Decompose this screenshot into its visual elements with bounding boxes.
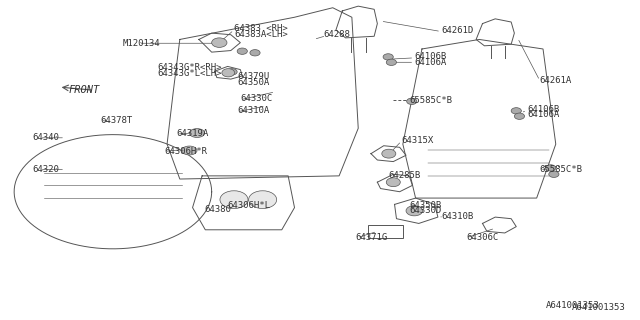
- Ellipse shape: [212, 38, 227, 47]
- Ellipse shape: [406, 206, 422, 216]
- Ellipse shape: [189, 129, 205, 138]
- Ellipse shape: [250, 50, 260, 56]
- Text: 64285B: 64285B: [389, 172, 421, 180]
- Text: 64380: 64380: [204, 205, 231, 214]
- Text: 64106A: 64106A: [527, 110, 559, 119]
- Text: 64343G*L<LH>: 64343G*L<LH>: [157, 68, 222, 77]
- Text: 64106B: 64106B: [414, 52, 447, 61]
- Text: 64306C: 64306C: [467, 233, 499, 242]
- Text: 64383A<LH>: 64383A<LH>: [234, 29, 288, 39]
- Ellipse shape: [220, 191, 248, 209]
- Text: 64320: 64320: [32, 165, 59, 174]
- Text: 64288: 64288: [323, 30, 350, 39]
- Text: 64343G*R<RH>: 64343G*R<RH>: [157, 63, 222, 72]
- Text: 64378T: 64378T: [100, 116, 132, 125]
- Text: 64330D: 64330D: [409, 206, 442, 215]
- Text: 64315X: 64315X: [401, 136, 434, 146]
- Text: M120134: M120134: [122, 39, 160, 48]
- Text: 64379U: 64379U: [237, 72, 269, 81]
- Text: 64106A: 64106A: [414, 58, 447, 67]
- Ellipse shape: [248, 191, 276, 209]
- Text: A641001353: A641001353: [546, 301, 600, 310]
- Text: 64371G: 64371G: [355, 233, 387, 242]
- Ellipse shape: [387, 59, 396, 66]
- Text: 64340: 64340: [32, 133, 59, 142]
- Text: 64261A: 64261A: [540, 76, 572, 85]
- Text: 64306H*R: 64306H*R: [164, 147, 207, 156]
- Ellipse shape: [511, 108, 522, 114]
- Ellipse shape: [548, 171, 559, 178]
- Ellipse shape: [237, 48, 247, 54]
- Text: 64350A: 64350A: [237, 78, 269, 87]
- Text: 65585C*B: 65585C*B: [540, 165, 583, 174]
- Text: 65585C*B: 65585C*B: [409, 96, 452, 105]
- Ellipse shape: [406, 98, 417, 105]
- Ellipse shape: [515, 113, 525, 119]
- Text: 64310B: 64310B: [441, 212, 474, 221]
- Ellipse shape: [227, 69, 237, 75]
- Text: 64261D: 64261D: [441, 26, 474, 35]
- Ellipse shape: [387, 178, 400, 187]
- Text: 64310A: 64310A: [237, 106, 269, 115]
- Ellipse shape: [222, 69, 235, 77]
- Text: 64106B: 64106B: [527, 105, 559, 114]
- Text: 64330C: 64330C: [241, 94, 273, 103]
- Text: A641001353: A641001353: [572, 303, 626, 312]
- Ellipse shape: [382, 149, 396, 158]
- Text: 64306H*L: 64306H*L: [228, 201, 271, 210]
- Text: 64383 <RH>: 64383 <RH>: [234, 24, 288, 33]
- Text: 64350B: 64350B: [409, 201, 442, 210]
- Ellipse shape: [182, 146, 197, 155]
- Ellipse shape: [545, 165, 556, 171]
- Text: 64319A: 64319A: [177, 130, 209, 139]
- Text: FRONT: FRONT: [68, 85, 100, 95]
- Bar: [368, 225, 403, 238]
- Ellipse shape: [383, 54, 394, 60]
